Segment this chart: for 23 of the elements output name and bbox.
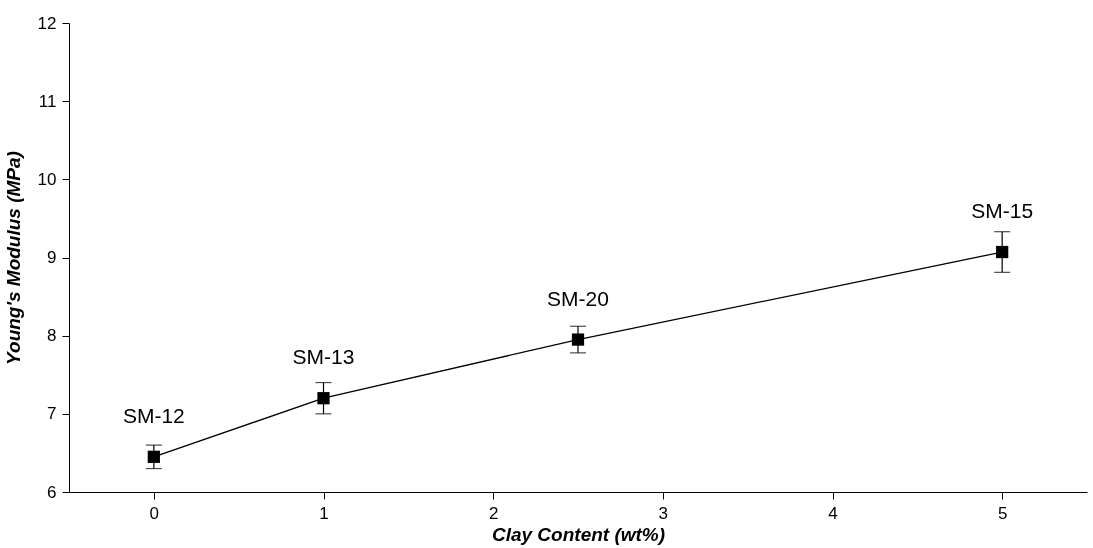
y-tick-label: 12 [37,13,57,33]
annotation: SM-20 [547,286,609,310]
y-tick-label: 8 [47,326,57,346]
x-tick-label: 5 [997,503,1008,523]
point [996,245,1009,259]
y-axis-title: Young's Modulus (MPa) [2,151,24,365]
x-tick-label: 4 [828,503,838,523]
y-tick-label: 7 [47,404,57,424]
y-tick-label: 9 [47,248,57,267]
point [317,392,330,405]
annotation: SM-13 [292,345,355,369]
y-tick-label: 10 [37,169,57,189]
annotation: SM-15 [971,199,1034,223]
y-tick-label: 11 [38,91,57,111]
x-tick-label: 0 [149,503,160,523]
x-tick-label: 3 [658,503,669,523]
x-axis-title: Clay Content (wt%) [491,523,666,545]
point [147,450,160,463]
annotation: SM-12 [122,403,185,427]
x-tick-label: 1 [319,503,329,523]
point [571,333,585,346]
y-tick-label: 6 [47,482,57,502]
x-tick-label: 2 [488,503,499,523]
